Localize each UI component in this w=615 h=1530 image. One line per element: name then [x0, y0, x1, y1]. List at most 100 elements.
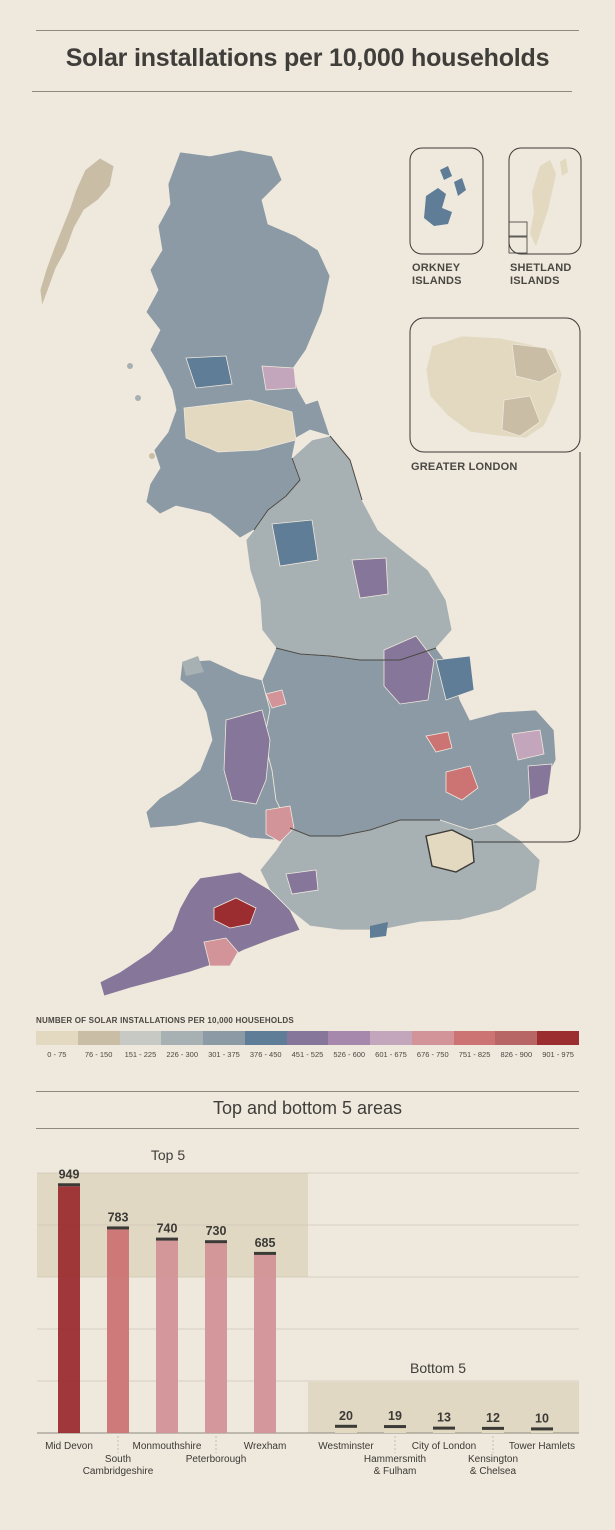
legend-label: 301 - 375 — [208, 1050, 240, 1059]
category-label: Westminster — [318, 1441, 374, 1452]
legend-label: 676 - 750 — [416, 1050, 449, 1059]
legend-label: 226 - 300 — [166, 1050, 199, 1059]
legend-label: 901 - 975 — [542, 1050, 574, 1059]
value-label: 740 — [157, 1222, 178, 1236]
legend-label: 526 - 600 — [333, 1050, 366, 1059]
legend-label: 601 - 675 — [375, 1050, 407, 1059]
bar-cap — [107, 1226, 129, 1230]
bar-cap — [433, 1426, 455, 1430]
legend-swatch — [537, 1031, 579, 1045]
region-boundary-lines — [253, 435, 440, 837]
orkney-inset-frame — [409, 147, 484, 255]
london-inset-frame — [409, 317, 581, 453]
london-inset-south — [501, 395, 541, 437]
value-label: 730 — [206, 1224, 227, 1238]
bar — [335, 1427, 357, 1433]
outer-hebrides-region — [39, 157, 115, 307]
orkney-shape — [424, 166, 466, 226]
legend-swatch — [203, 1031, 245, 1045]
mid-devon-highlight — [213, 897, 257, 929]
section-top-rule — [36, 1091, 579, 1092]
edinburgh-area — [261, 365, 297, 391]
shetland-inset-frame — [508, 147, 582, 255]
legend-swatch — [77, 1031, 120, 1045]
bar — [58, 1186, 80, 1433]
category-label: Peterborough — [186, 1454, 247, 1465]
bottom-5-panel — [308, 1382, 579, 1433]
bar-cap — [58, 1183, 80, 1187]
central-blue — [185, 355, 233, 389]
bar-cap — [156, 1237, 178, 1241]
value-label: 19 — [388, 1409, 402, 1423]
legend-swatch — [244, 1031, 287, 1045]
value-label: 20 — [339, 1409, 353, 1423]
devon-pink-area — [203, 937, 239, 967]
bar — [205, 1243, 227, 1433]
south-cambs-area — [445, 765, 479, 801]
category-label: Monmouthshire — [133, 1441, 202, 1452]
bar-cap — [254, 1251, 276, 1255]
bar — [384, 1428, 406, 1433]
norfolk-blue — [435, 655, 475, 701]
section-bottom-rule — [36, 1128, 579, 1129]
london-label: GREATER LONDON — [411, 461, 518, 473]
island-dot — [135, 395, 141, 401]
bar-cap — [531, 1427, 553, 1431]
foula-box — [508, 236, 528, 254]
bar — [156, 1240, 178, 1433]
orkney-label: ORKNEY ISLANDS — [412, 262, 462, 287]
category-label: Tower Hamlets — [509, 1441, 575, 1452]
bar — [482, 1429, 504, 1433]
peterborough-area — [425, 731, 453, 753]
legend-label: 451 - 525 — [291, 1050, 324, 1059]
bar — [107, 1229, 129, 1433]
fair-isle-box — [508, 221, 528, 237]
wrexham-area — [265, 689, 287, 709]
anglesey-region — [182, 656, 204, 676]
wales-purple-area — [223, 709, 271, 805]
value-label: 12 — [486, 1411, 500, 1425]
bar-cap — [384, 1425, 406, 1429]
category-label: Mid Devon — [45, 1441, 93, 1452]
legend-swatch — [161, 1031, 204, 1045]
legend-labels: 0 - 75 76 - 150 151 - 225 226 - 300 301 - 37… — [36, 1050, 579, 1059]
title-top-rule — [36, 30, 579, 31]
yorkshire-purple — [351, 557, 389, 599]
value-label: 685 — [255, 1236, 276, 1250]
london-region — [425, 829, 475, 873]
legend-swatch — [119, 1031, 162, 1045]
legend-label: 151 - 225 — [124, 1050, 157, 1059]
legend-swatch — [453, 1031, 496, 1045]
monmouthshire-area — [265, 805, 295, 843]
suffolk-purple — [511, 729, 545, 761]
legend-swatch — [286, 1031, 329, 1045]
legend-label: 826 - 900 — [500, 1050, 533, 1059]
section-title: Top and bottom 5 areas — [212, 1098, 403, 1118]
category-label: Hammersmith & Fulham — [364, 1454, 426, 1477]
legend-title: NUMBER OF SOLAR INSTALLATIONS PER 10,000… — [36, 1016, 294, 1025]
shetland-label: SHETLAND ISLANDS — [510, 262, 572, 287]
london-inset-east — [511, 343, 559, 383]
kent-purple — [527, 763, 553, 801]
legend-label: 0 - 75 — [47, 1050, 67, 1059]
legend-swatch — [370, 1031, 412, 1045]
category-label: Wrexham — [244, 1441, 287, 1452]
category-label: Kensington & Chelsea — [468, 1454, 518, 1477]
value-label: 10 — [535, 1411, 549, 1425]
south-west-region — [99, 871, 301, 997]
group-label: Bottom 5 — [410, 1360, 466, 1376]
legend-label: 751 - 825 — [458, 1050, 491, 1059]
legend-label: 376 - 450 — [249, 1050, 282, 1059]
page-title: Solar installations per 10,000 household… — [65, 44, 550, 72]
shetland-shape — [530, 158, 568, 246]
bar-cap — [482, 1426, 504, 1430]
dorset-purple — [285, 869, 319, 895]
group-label: Top 5 — [151, 1147, 185, 1163]
legend-swatch — [411, 1031, 454, 1045]
bar-cap — [205, 1240, 227, 1244]
value-label: 13 — [437, 1411, 451, 1425]
london-inset-connector — [474, 452, 581, 843]
island-dot — [149, 453, 155, 459]
value-label: 949 — [59, 1167, 80, 1181]
uk-choropleth-map — [39, 147, 582, 997]
